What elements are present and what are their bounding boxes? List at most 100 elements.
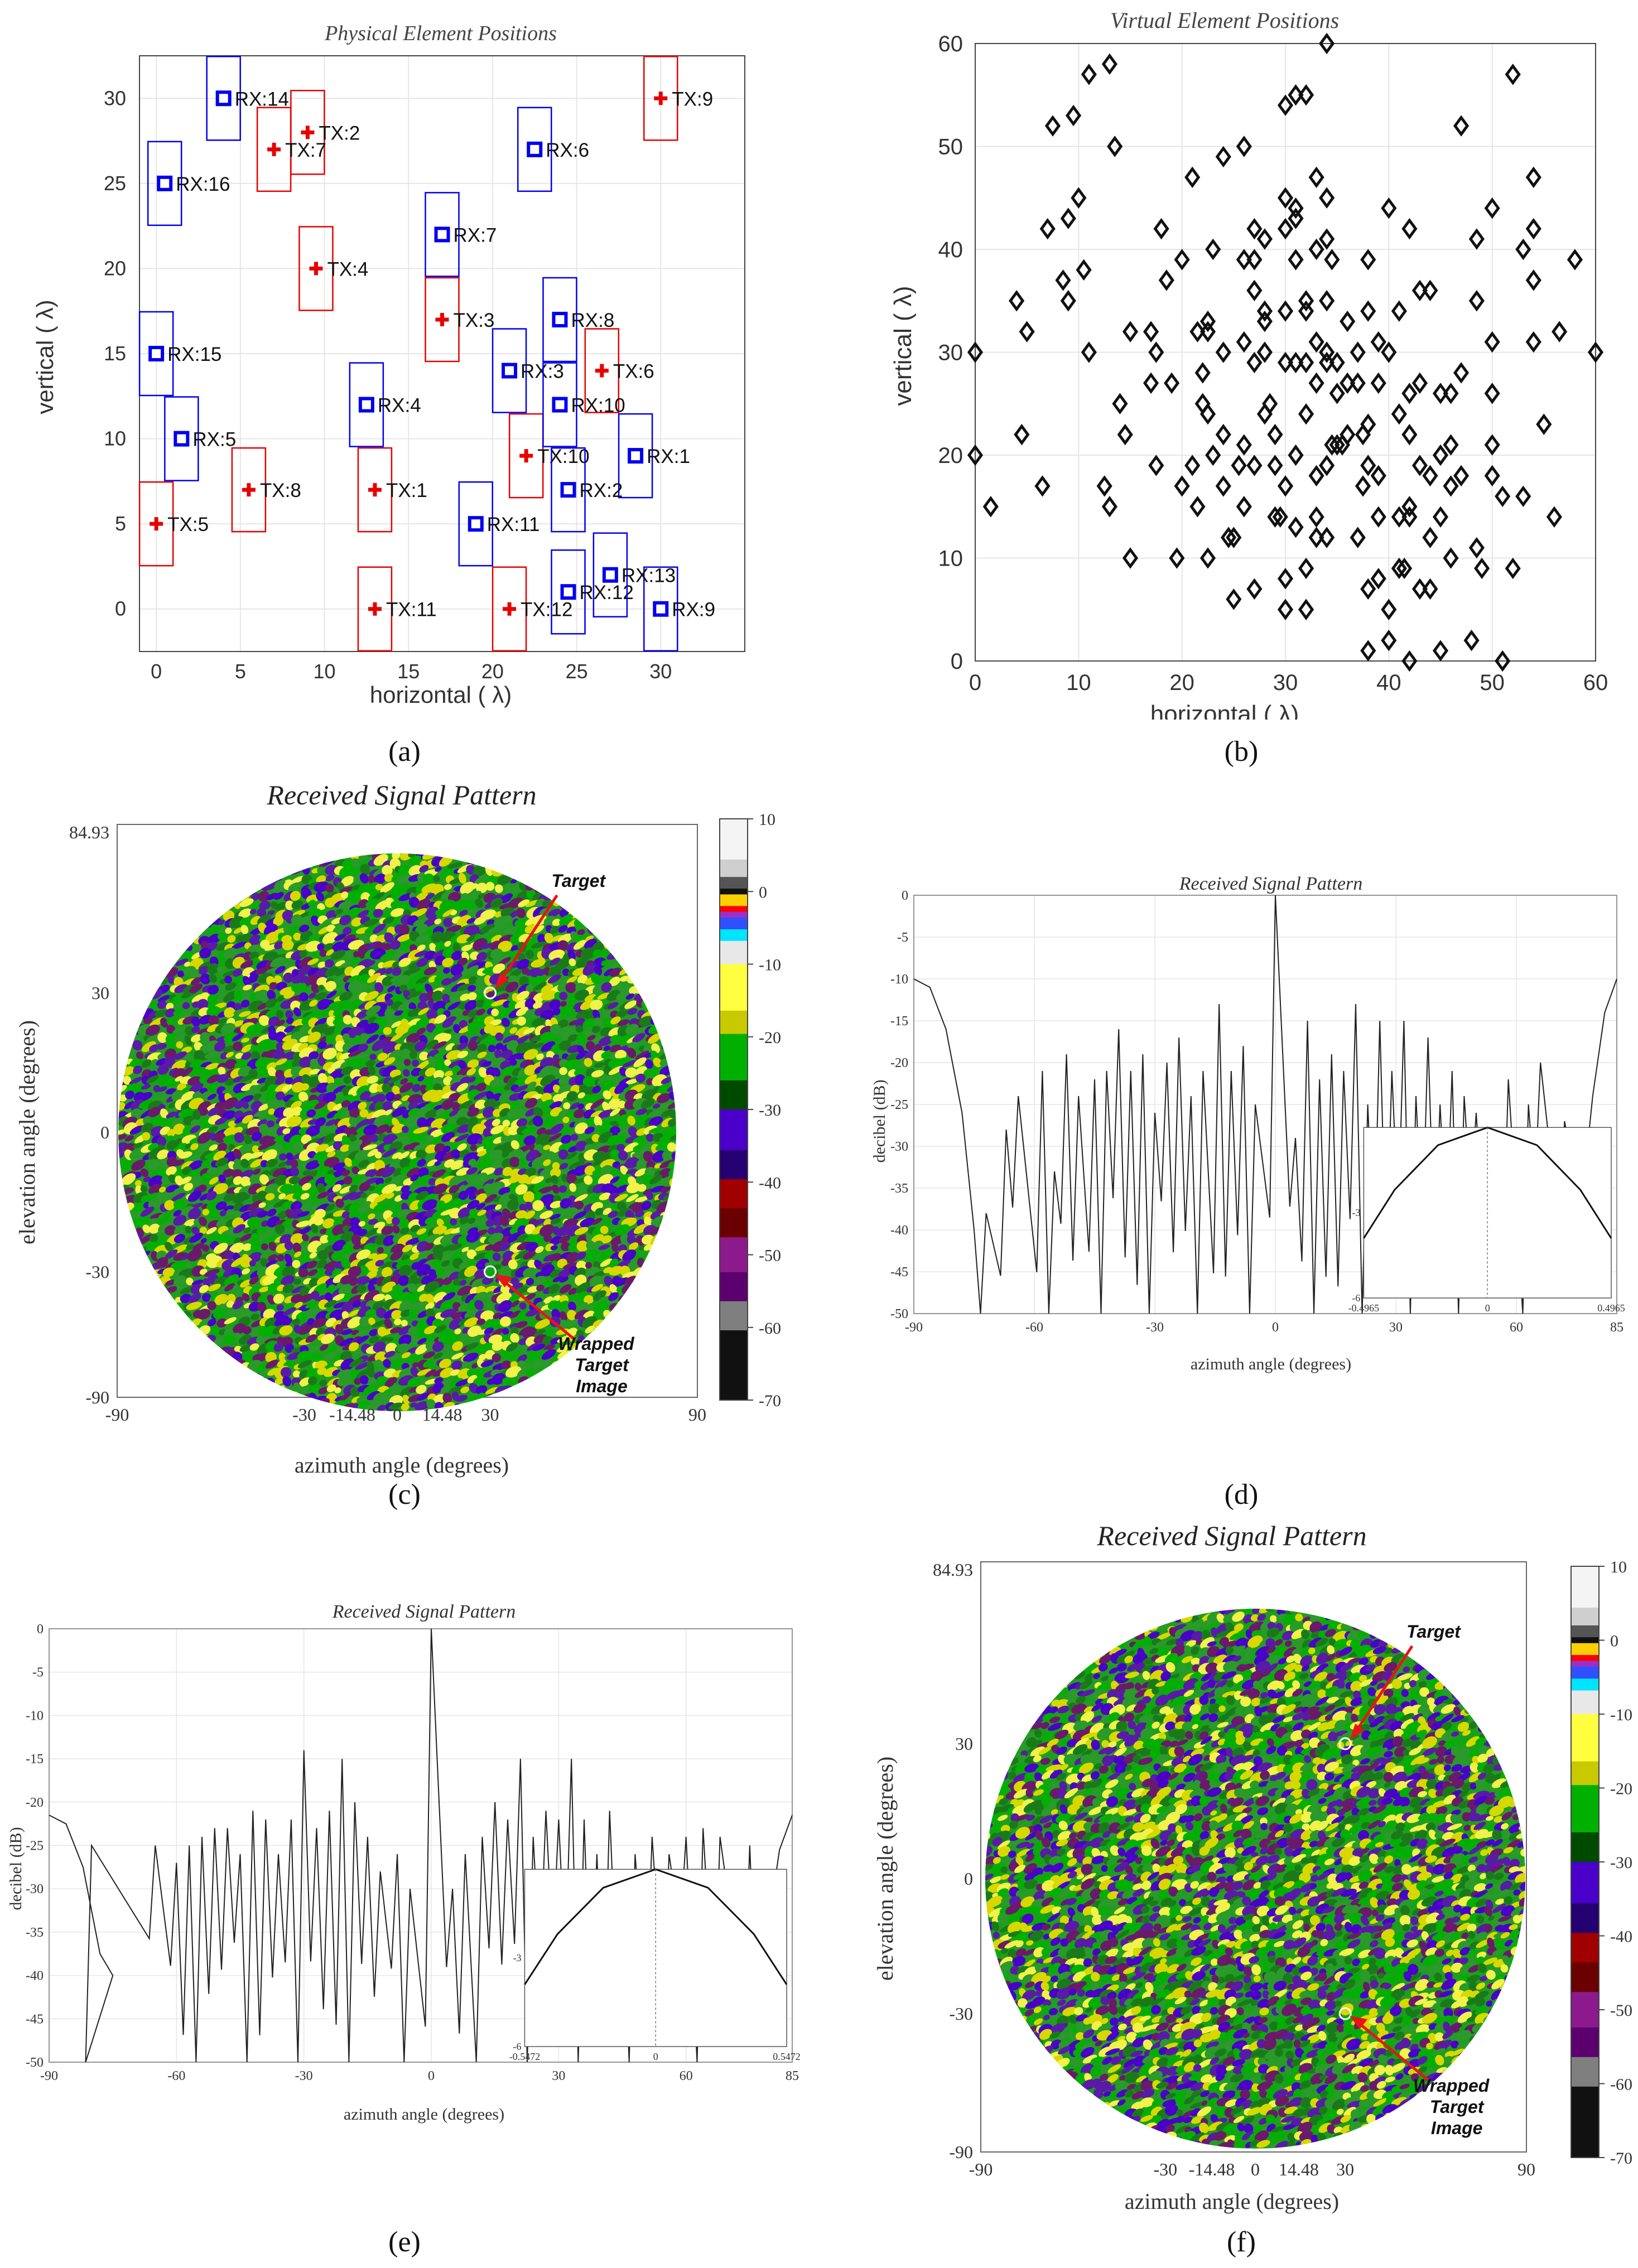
chart-c-pattern-blob [246, 1024, 262, 1035]
chart-c-pattern-blob [495, 1032, 504, 1041]
chart-c-pattern-blob [283, 926, 290, 933]
chart-c-xtick: -14.48 [329, 1405, 375, 1425]
chart-c-colorbar-segment [720, 1208, 748, 1238]
chart-d-ytick: -5 [897, 930, 908, 945]
chart-b-virtual-element-marker [1174, 475, 1190, 497]
chart-c-pattern-blob [373, 1027, 386, 1036]
chart-a-point-label: TX:5 [167, 514, 209, 535]
chart-c-pattern-blob [339, 886, 354, 894]
chart-c-pattern-blob [602, 1009, 611, 1019]
chart-b-virtual-element-marker [1319, 187, 1335, 209]
chart-b-virtual-element-marker [1443, 383, 1459, 404]
chart-c-pattern-blob [474, 876, 488, 886]
chart-a-ytick: 20 [104, 257, 126, 279]
chart-a-point-label: RX:16 [176, 173, 230, 195]
chart-c-pattern-blob [419, 993, 429, 1002]
chart-a-point-label: TX:6 [613, 361, 654, 383]
chart-c-pattern-blob [569, 958, 576, 967]
chart-c-pattern-blob [401, 940, 412, 950]
chart-b-virtual-element-marker [1256, 341, 1273, 363]
chart-c-pattern-blob [409, 1051, 417, 1059]
chart-c-pattern-blob [667, 1053, 676, 1062]
chart-b-virtual-element-marker [1411, 455, 1428, 476]
chart-c-pattern-blob [136, 1051, 144, 1060]
chart-c-pattern-blob [218, 984, 226, 991]
chart-c-colorbar-segment [720, 1330, 748, 1401]
chart-c-pattern-blob [334, 1026, 342, 1035]
chart-c-pattern-blob [452, 943, 461, 954]
chart-c-pattern-blob [416, 1060, 430, 1070]
chart-d-ytick: -30 [890, 1140, 908, 1154]
chart-e-title: Received Signal Pattern [332, 1601, 516, 1622]
chart-c-pattern-blob [392, 967, 402, 976]
chart-c-colorbar-label: 10 [759, 810, 775, 829]
chart-c-pattern-blob [227, 935, 236, 943]
chart-c-pattern-blob [468, 976, 478, 985]
chart-c-pattern-blob [317, 943, 325, 951]
chart-c-pattern-blob [590, 1000, 603, 1011]
chart-c-pattern-blob [156, 1058, 167, 1066]
chart-c-colorbar-segment [720, 1237, 748, 1273]
chart-b-virtual-element-marker [1262, 393, 1278, 414]
chart-b-virtual-element-marker [1350, 341, 1366, 363]
chart-a-ytick: 30 [104, 86, 126, 109]
chart-c-pattern-blob [291, 900, 303, 909]
chart-b-virtual-element-marker [1277, 568, 1294, 590]
chart-c-pattern-blob [468, 1040, 478, 1051]
chart-c-pattern-blob [391, 873, 403, 882]
chart-c-pattern-blob [223, 1045, 236, 1053]
chart-c-pattern-blob [342, 1033, 350, 1041]
chart-c-pattern-blob [377, 1053, 388, 1061]
chart-b-virtual-element-marker [1391, 300, 1407, 322]
chart-c-pattern-blob [357, 1054, 368, 1060]
chart-c-pattern-blob [615, 1050, 627, 1060]
chart-c-pattern-blob [457, 1043, 468, 1050]
chart-c-pattern-blob [398, 975, 411, 984]
chart-c-pattern-blob [509, 934, 521, 945]
chart-c-xtick: 0 [393, 1405, 402, 1425]
chart-c-pattern-blob [608, 1027, 620, 1037]
chart-c-colorbar-segment [720, 859, 748, 878]
chart-c-pattern-blob [442, 1016, 457, 1028]
chart-a-tx-marker [301, 126, 315, 139]
chart-c-pattern-blob [499, 993, 509, 1000]
chart-d-xtick: 30 [1389, 1320, 1403, 1335]
chart-c-pattern-blob [368, 875, 376, 885]
chart-c-pattern-blob [309, 999, 318, 1007]
chart-c-pattern-blob [266, 875, 275, 882]
chart-c-pattern-blob [467, 1059, 479, 1069]
chart-c-pattern-blob [325, 981, 336, 992]
chart-c-pattern-blob [559, 914, 573, 925]
chart-c-pattern-blob [232, 968, 243, 977]
chart-c-pattern-blob [317, 866, 325, 874]
chart-c-pattern-blob [257, 908, 267, 918]
chart-b-virtual-element-marker [1205, 444, 1221, 466]
chart-b-virtual-element-marker [1308, 465, 1324, 487]
chart-c-xtick: 30 [481, 1405, 499, 1425]
chart-b-virtual-element-marker [1298, 403, 1314, 425]
chart-c-pattern-blob [491, 1008, 499, 1016]
chart-c-pattern-blob [531, 941, 547, 949]
chart-c-pattern-blob [241, 1044, 253, 1053]
chart-b-virtual-element-marker [1081, 64, 1097, 85]
chart-b-virtual-element-marker [1101, 53, 1118, 75]
chart-c-pattern-blob [450, 964, 464, 976]
chart-c-pattern-blob [517, 959, 530, 970]
chart-d-inset-xtick: 0 [1485, 1302, 1490, 1314]
chart-c-pattern-blob [624, 1000, 637, 1009]
chart-c-pattern-field [118, 853, 676, 1411]
chart-c-pattern-blob [432, 990, 444, 1001]
chart-c-pattern-blob [526, 967, 541, 976]
chart-b-ytick: 10 [938, 547, 963, 571]
chart-c-colorbar-segment [720, 906, 748, 913]
chart-a-rx-element-box [147, 141, 182, 226]
chart-b-virtual-element-marker [1236, 496, 1252, 518]
chart-c-pattern-blob [199, 948, 211, 959]
chart-a-point-label: RX:15 [167, 344, 221, 365]
chart-b-virtual-element-marker [1246, 279, 1263, 302]
chart-b-virtual-element-marker [1256, 228, 1273, 250]
chart-b-virtual-element-marker [1370, 331, 1386, 353]
chart-b-virtual-element-marker [1158, 269, 1174, 291]
chart-c-pattern-blob [436, 967, 444, 973]
chart-c-pattern-blob [208, 1015, 219, 1026]
